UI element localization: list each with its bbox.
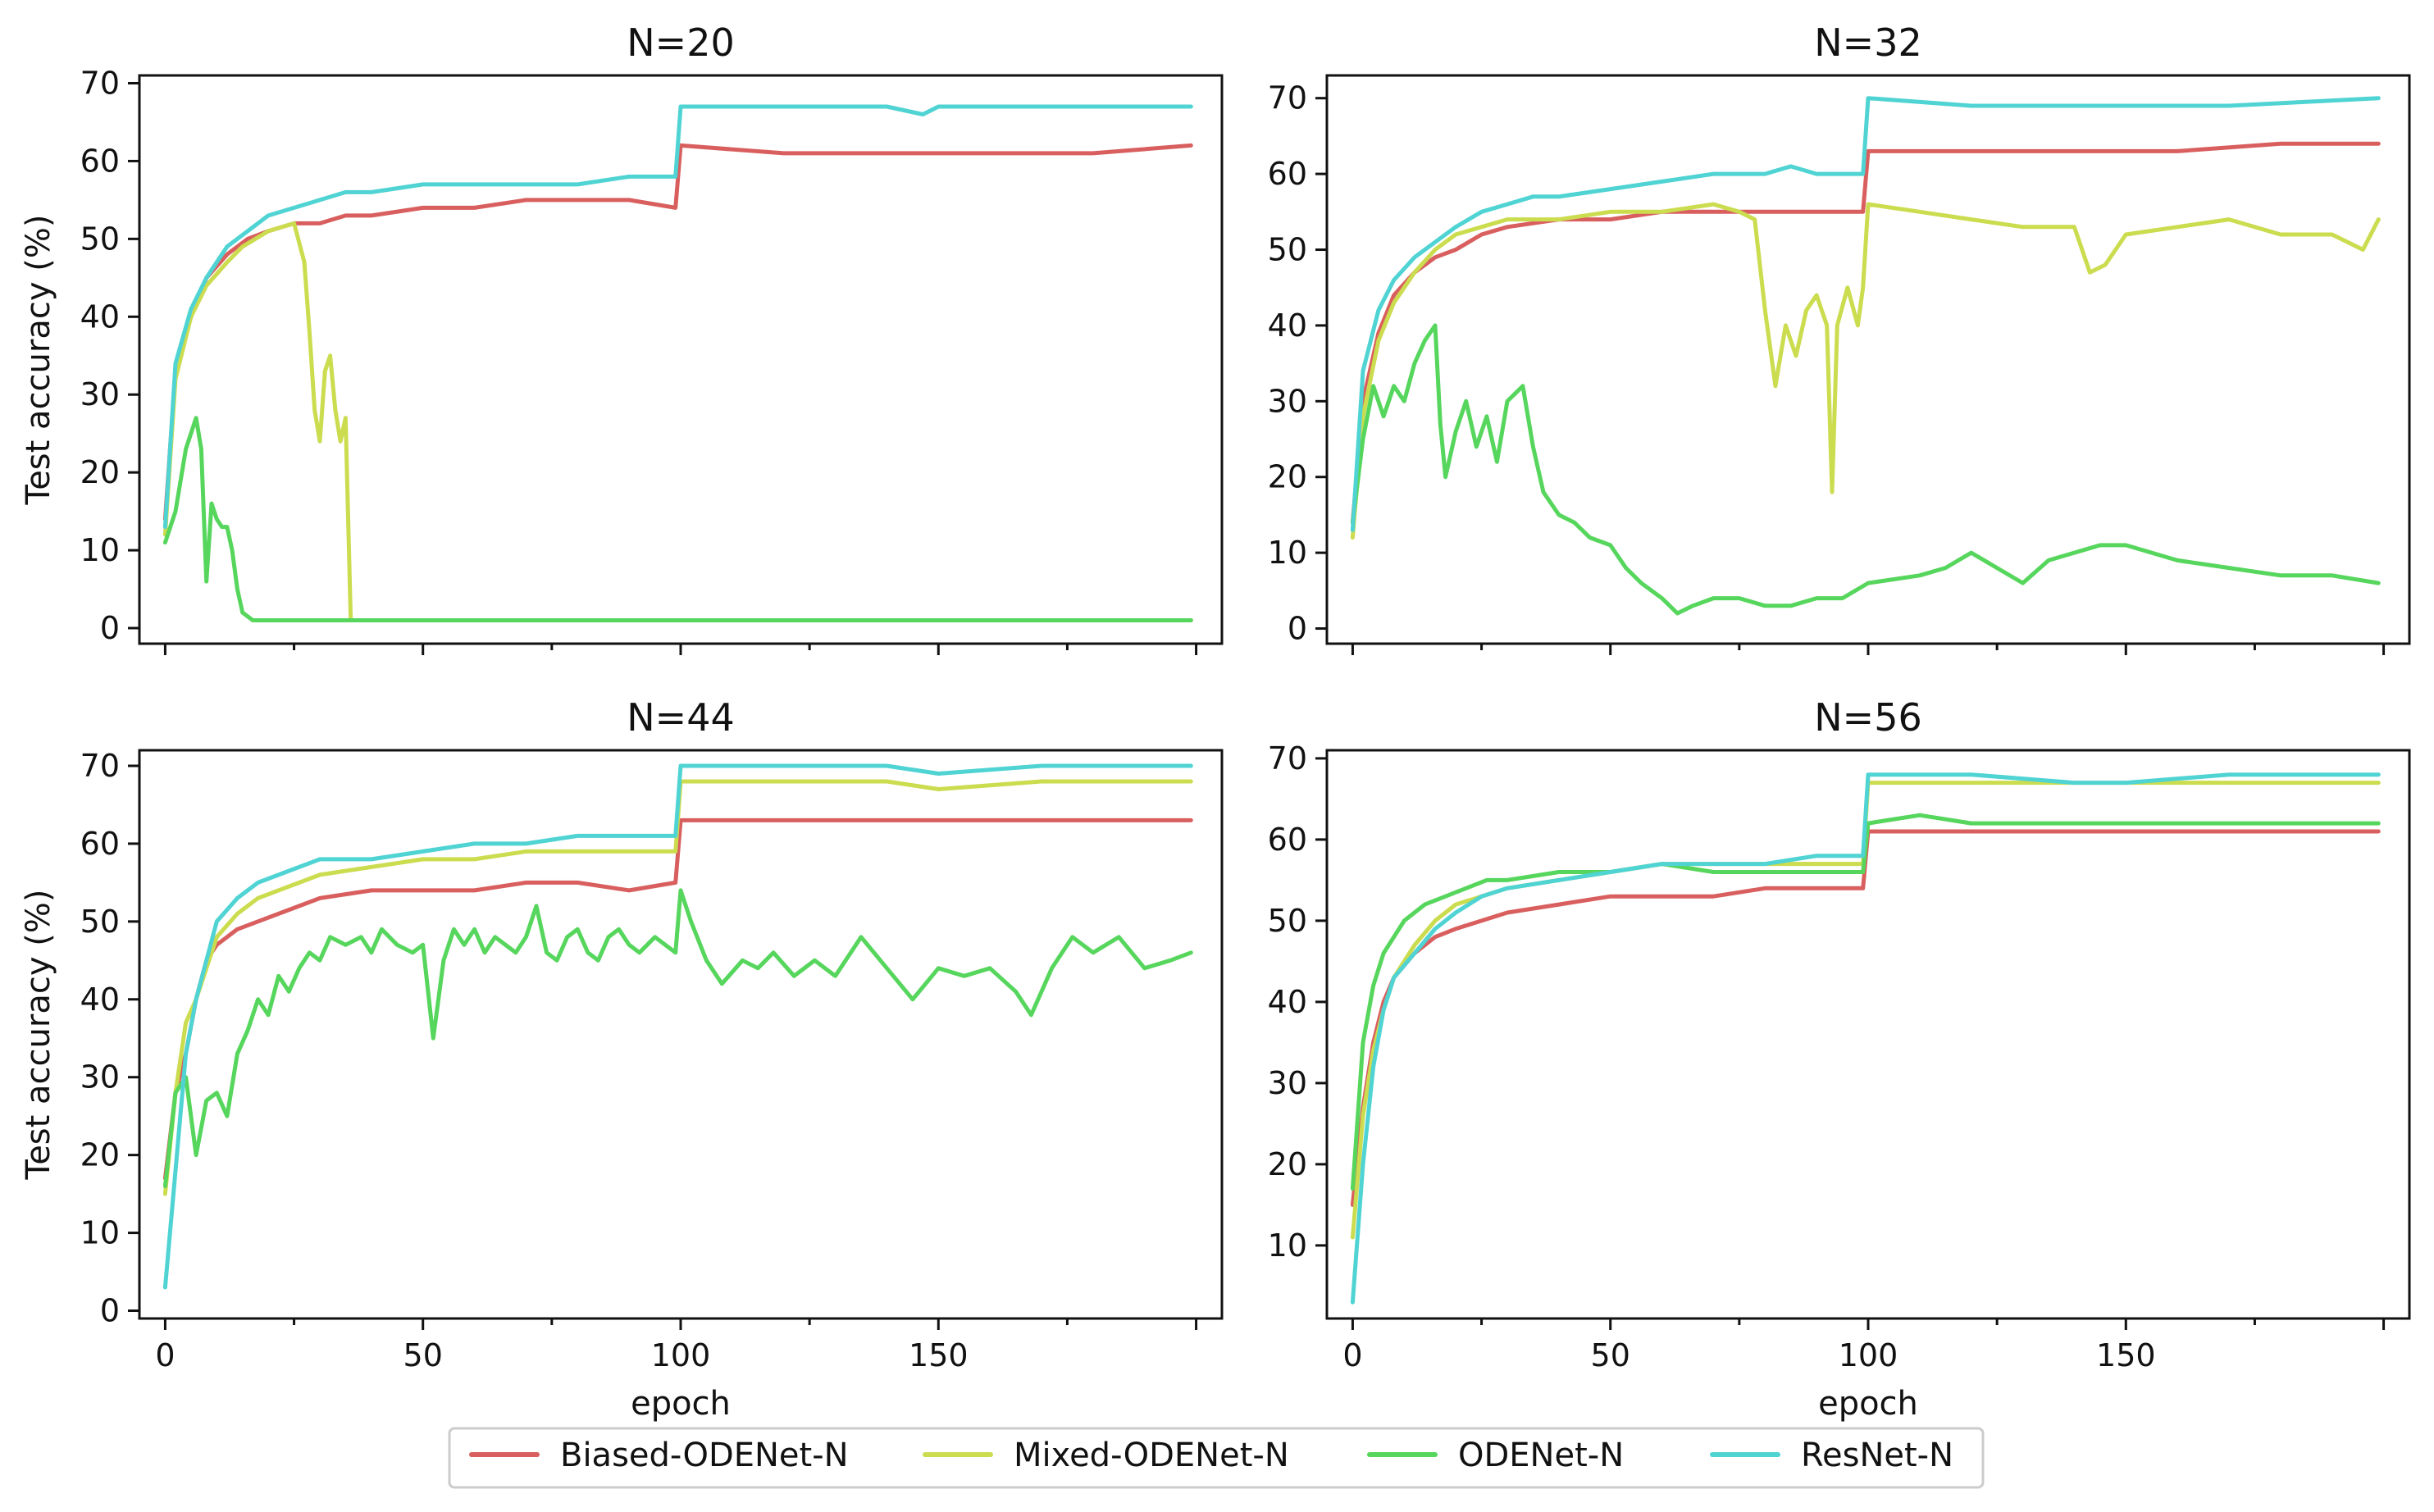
panel-title-n20: N=20 xyxy=(627,20,735,65)
y-tick-label: 40 xyxy=(1268,984,1307,1020)
x-axis-label: epoch xyxy=(631,1385,731,1423)
x-tick-label: 0 xyxy=(1342,1337,1362,1373)
y-tick-label: 30 xyxy=(80,1059,120,1095)
y-tick-label: 10 xyxy=(80,1215,120,1251)
series-resnet-n-n44 xyxy=(162,763,1193,1290)
y-tick-label: 60 xyxy=(80,143,120,179)
y-tick-label: 50 xyxy=(80,221,120,257)
legend-label-odenet-n: ODENet-N xyxy=(1458,1437,1624,1474)
y-tick-label: 20 xyxy=(1268,459,1307,495)
x-tick-label: 50 xyxy=(1591,1337,1630,1373)
y-tick-label: 10 xyxy=(80,532,120,568)
y-tick-label: 70 xyxy=(80,748,120,784)
x-tick-label: 100 xyxy=(651,1337,711,1373)
panel-title-n56: N=56 xyxy=(1814,695,1922,740)
series-mixed-odenet-n-n32 xyxy=(1350,202,2381,540)
y-tick-label: 30 xyxy=(1268,383,1307,419)
y-tick-label: 0 xyxy=(100,610,120,646)
x-tick-label: 150 xyxy=(909,1337,969,1373)
series-odenet-n-n44 xyxy=(162,888,1193,1189)
series-odenet-n-n20 xyxy=(162,416,1193,622)
series-resnet-n-n32 xyxy=(1350,96,2381,532)
series-mixed-odenet-n-n20 xyxy=(162,221,1193,622)
legend-label-mixed-odenet-n: Mixed-ODENet-N xyxy=(1014,1437,1289,1474)
y-axis-label: Test accuracy (%) xyxy=(20,215,57,506)
series-odenet-n-n32 xyxy=(1350,323,2381,616)
legend-box xyxy=(448,1427,1985,1489)
panel-n44 xyxy=(128,749,1224,1330)
y-tick-label: 70 xyxy=(1268,80,1307,116)
y-tick-label: 0 xyxy=(100,1293,120,1329)
legend-label-resnet-n: ResNet-N xyxy=(1801,1437,1953,1474)
panel-title-n44: N=44 xyxy=(627,695,735,740)
y-tick-label: 70 xyxy=(1268,740,1307,776)
x-tick-label: 100 xyxy=(1839,1337,1898,1373)
panel-n32 xyxy=(1315,74,2411,655)
series-resnet-n-n56 xyxy=(1350,772,2381,1305)
y-tick-label: 60 xyxy=(1268,822,1307,858)
y-tick-label: 20 xyxy=(1268,1146,1307,1182)
y-tick-label: 40 xyxy=(80,981,120,1018)
y-tick-label: 20 xyxy=(80,454,120,490)
legend xyxy=(448,1427,1985,1489)
y-tick-label: 30 xyxy=(80,376,120,412)
y-tick-label: 70 xyxy=(80,65,120,101)
panel-n20 xyxy=(128,74,1224,655)
y-tick-label: 50 xyxy=(1268,903,1307,939)
y-tick-label: 60 xyxy=(80,826,120,862)
x-tick-label: 150 xyxy=(2096,1337,2156,1373)
panel-n56 xyxy=(1315,749,2411,1330)
y-tick-label: 20 xyxy=(80,1137,120,1173)
y-axis-label: Test accuracy (%) xyxy=(20,890,57,1181)
series-biased-odenet-n-n32 xyxy=(1350,141,2381,525)
x-tick-label: 50 xyxy=(403,1337,443,1373)
series-resnet-n-n20 xyxy=(162,104,1193,530)
panel-title-n32: N=32 xyxy=(1814,20,1922,65)
y-tick-label: 10 xyxy=(1268,535,1307,571)
y-tick-label: 40 xyxy=(80,298,120,335)
series-biased-odenet-n-n20 xyxy=(162,143,1193,521)
y-tick-label: 40 xyxy=(1268,307,1307,344)
y-tick-label: 50 xyxy=(1268,232,1307,268)
y-tick-label: 10 xyxy=(1268,1227,1307,1264)
y-tick-label: 0 xyxy=(1288,611,1307,647)
y-tick-label: 30 xyxy=(1268,1065,1307,1101)
y-tick-label: 60 xyxy=(1268,156,1307,192)
x-axis-label: epoch xyxy=(1818,1385,1918,1423)
series-mixed-odenet-n-n44 xyxy=(162,779,1193,1196)
x-tick-label: 0 xyxy=(155,1337,175,1373)
legend-label-biased-odenet-n: Biased-ODENet-N xyxy=(560,1437,849,1474)
y-tick-label: 50 xyxy=(80,904,120,940)
